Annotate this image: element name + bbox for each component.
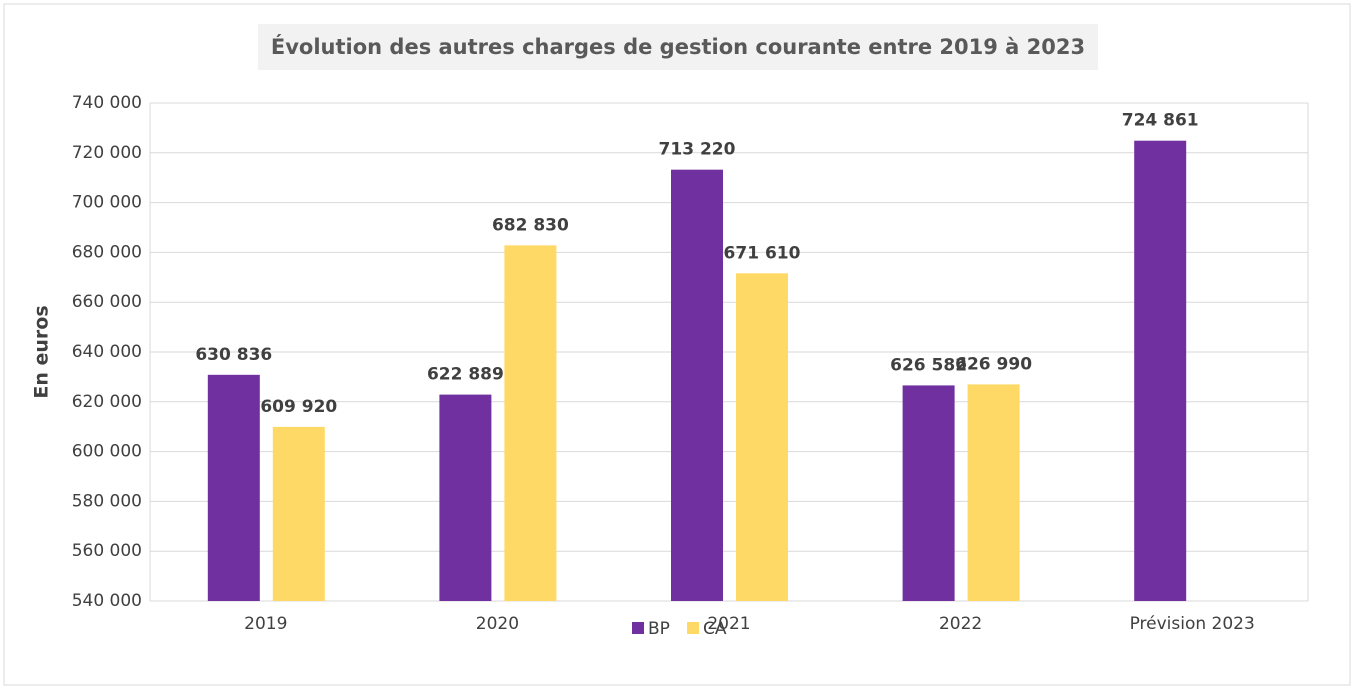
value-label: 713 220 [659, 140, 736, 160]
x-tick-label: 2020 [476, 614, 519, 634]
bar [902, 385, 955, 601]
x-tick-label: 2022 [939, 614, 982, 634]
y-tick-label: 540 000 [72, 591, 142, 611]
y-tick-label: 740 000 [72, 93, 142, 113]
bar [272, 426, 325, 601]
bar [736, 273, 788, 601]
value-label: 626 582 [890, 355, 967, 375]
value-label: 671 610 [724, 243, 801, 263]
x-tick-label: Prévision 2023 [1130, 614, 1255, 634]
y-tick-label: 640 000 [72, 342, 142, 362]
y-tick-label: 700 000 [72, 193, 142, 213]
x-tick-label: 2019 [244, 614, 287, 634]
bar [207, 374, 260, 601]
y-tick-label: 600 000 [72, 442, 142, 462]
y-tick-label: 720 000 [72, 143, 142, 163]
legend-label: BP [648, 619, 670, 639]
bar [1134, 140, 1187, 601]
y-tick-label: 560 000 [72, 541, 142, 561]
legend-swatch [687, 622, 699, 634]
value-label: 622 889 [427, 365, 504, 385]
bar [439, 394, 492, 601]
bar [671, 169, 723, 602]
x-tick-label: 2021 [707, 614, 750, 634]
y-tick-label: 580 000 [72, 491, 142, 511]
y-tick-label: 660 000 [72, 292, 142, 312]
bar [504, 245, 557, 601]
legend-label: CA [703, 619, 727, 639]
title-box [258, 24, 1098, 70]
chart-title: Évolution des autres charges de gestion … [271, 34, 1085, 59]
value-label: 630 836 [195, 345, 272, 365]
value-label: 724 861 [1122, 111, 1199, 131]
value-label: 682 830 [492, 215, 569, 235]
bar [967, 384, 1020, 601]
value-label: 626 990 [955, 354, 1032, 374]
legend-swatch [632, 622, 644, 634]
y-tick-label: 680 000 [72, 242, 142, 262]
y-axis-label: En euros [31, 305, 53, 398]
value-label: 609 920 [260, 397, 337, 417]
y-tick-label: 620 000 [72, 392, 142, 412]
